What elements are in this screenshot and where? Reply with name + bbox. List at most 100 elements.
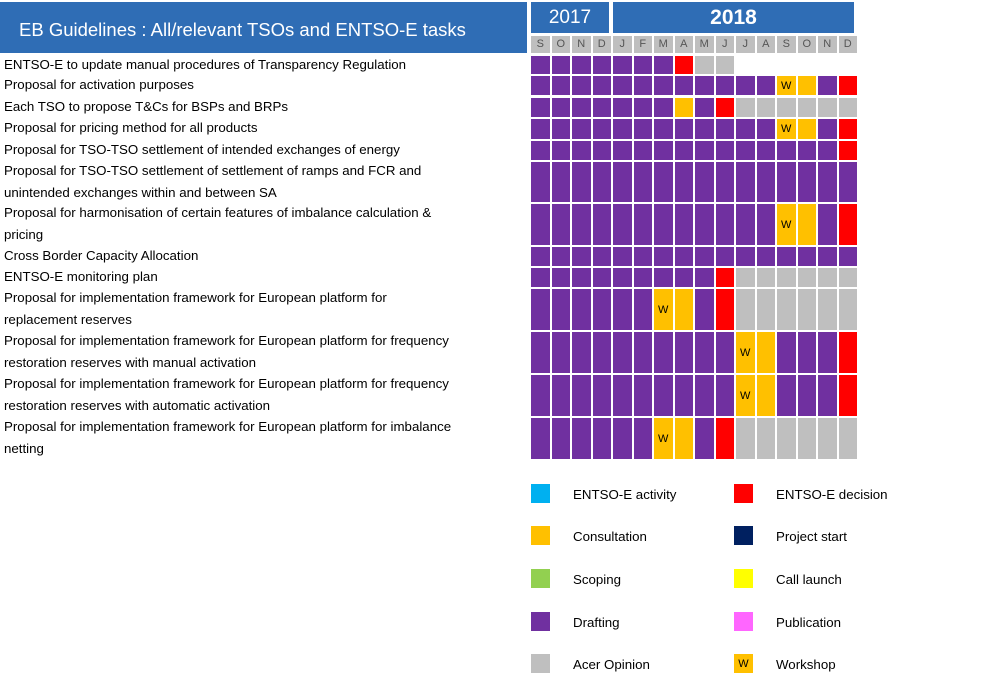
schedule-cell [633, 204, 652, 245]
schedule-cell [572, 56, 591, 74]
schedule-cell [572, 162, 591, 202]
schedule-cell [572, 375, 591, 416]
task-label-line: replacement reserves [4, 311, 132, 327]
workshop-mark: W [781, 79, 792, 92]
schedule-cell [572, 418, 591, 459]
schedule-cell [818, 375, 837, 416]
schedule-cell [674, 141, 693, 160]
schedule-cell [715, 119, 734, 139]
schedule-cell [551, 375, 570, 416]
schedule-cell [736, 162, 755, 202]
schedule-cell: W [777, 204, 796, 245]
legend-label: Consultation [573, 529, 647, 544]
schedule-cell [797, 289, 816, 330]
schedule-cell [838, 332, 857, 373]
schedule-cell [674, 56, 693, 74]
schedule-cell [818, 418, 837, 459]
schedule-cell [695, 98, 714, 117]
legend-label: ENTSO-E decision [776, 487, 888, 502]
schedule-cell [715, 375, 734, 416]
schedule-cell [613, 332, 632, 373]
schedule-cell [674, 418, 693, 459]
schedule-cell [838, 204, 857, 245]
schedule-cell [592, 204, 611, 245]
schedule-cell [654, 76, 673, 95]
year-2017-header: 2017 [531, 2, 609, 33]
schedule-cell [592, 141, 611, 160]
schedule-cell [756, 289, 775, 330]
schedule-cell [736, 268, 755, 287]
schedule-cell [736, 119, 755, 139]
legend-swatch [531, 654, 550, 673]
schedule-cell [674, 119, 693, 139]
schedule-cell [633, 247, 652, 266]
schedule-cell [674, 76, 693, 95]
schedule-cell [715, 247, 734, 266]
schedule-cell [756, 76, 775, 95]
schedule-cell [654, 98, 673, 117]
schedule-cell: W [777, 119, 796, 139]
schedule-cell [695, 162, 714, 202]
chart-title: EB Guidelines : All/relevant TSOs and EN… [0, 0, 527, 53]
schedule-cell [756, 119, 775, 139]
schedule-cell [777, 332, 796, 373]
schedule-cell [592, 418, 611, 459]
schedule-cell: W [777, 76, 796, 95]
schedule-cell [654, 268, 673, 287]
schedule-cell [715, 332, 734, 373]
task-label-line: restoration reserves with automatic acti… [4, 397, 271, 413]
schedule-cell [551, 141, 570, 160]
month-header-cell: S [531, 36, 550, 53]
schedule-cell [674, 332, 693, 373]
schedule-cell [818, 98, 837, 117]
schedule-cell [551, 119, 570, 139]
legend-label: ENTSO-E activity [573, 487, 677, 502]
task-label-line: ENTSO-E to update manual procedures of T… [4, 57, 407, 72]
schedule-cell [613, 56, 632, 74]
schedule-cell: W [654, 418, 673, 459]
schedule-cell [572, 204, 591, 245]
task-label-line: netting [4, 440, 44, 456]
schedule-cell [838, 162, 857, 202]
schedule-cell [654, 204, 673, 245]
schedule-cell [777, 268, 796, 287]
task-label-line: Proposal for implementation framework fo… [4, 290, 387, 305]
workshop-mark: W [781, 123, 792, 135]
schedule-cell [572, 247, 591, 266]
task-label-line: ENTSO-E monitoring plan [4, 269, 158, 284]
schedule-cell [797, 119, 816, 139]
legend-label: Workshop [776, 657, 836, 672]
month-header-cell: D [592, 36, 611, 53]
task-label: Proposal for implementation framework fo… [4, 416, 524, 459]
schedule-cell [592, 162, 611, 202]
task-label-line: Proposal for implementation framework fo… [4, 419, 452, 434]
legend-swatch [531, 484, 550, 503]
schedule-cell [715, 98, 734, 117]
schedule-cell [695, 247, 714, 266]
legend-label: Drafting [573, 615, 620, 630]
schedule-cell: W [736, 332, 755, 373]
schedule-cell [777, 247, 796, 266]
month-header-cell: J [613, 36, 632, 53]
month-header-cell: O [797, 36, 816, 53]
schedule-cell [633, 332, 652, 373]
schedule-cell [695, 119, 714, 139]
schedule-cell [715, 141, 734, 160]
schedule-cell [551, 56, 570, 74]
task-label: Proposal for implementation framework fo… [4, 373, 524, 416]
task-label: Proposal for pricing method for all prod… [4, 117, 524, 139]
schedule-cell [531, 375, 550, 416]
schedule-cell [838, 418, 857, 459]
schedule-cell [838, 289, 857, 330]
task-label-line: Proposal for TSO-TSO settlement of inten… [4, 142, 400, 157]
task-label-line: Each TSO to propose T&Cs for BSPs and BR… [4, 99, 289, 114]
schedule-cell [797, 141, 816, 160]
schedule-cell [592, 268, 611, 287]
schedule-cell [797, 268, 816, 287]
schedule-cell [633, 141, 652, 160]
schedule-cell [777, 289, 796, 330]
schedule-cell [674, 375, 693, 416]
schedule-cell [695, 289, 714, 330]
schedule-cell [531, 332, 550, 373]
schedule-cell [633, 418, 652, 459]
